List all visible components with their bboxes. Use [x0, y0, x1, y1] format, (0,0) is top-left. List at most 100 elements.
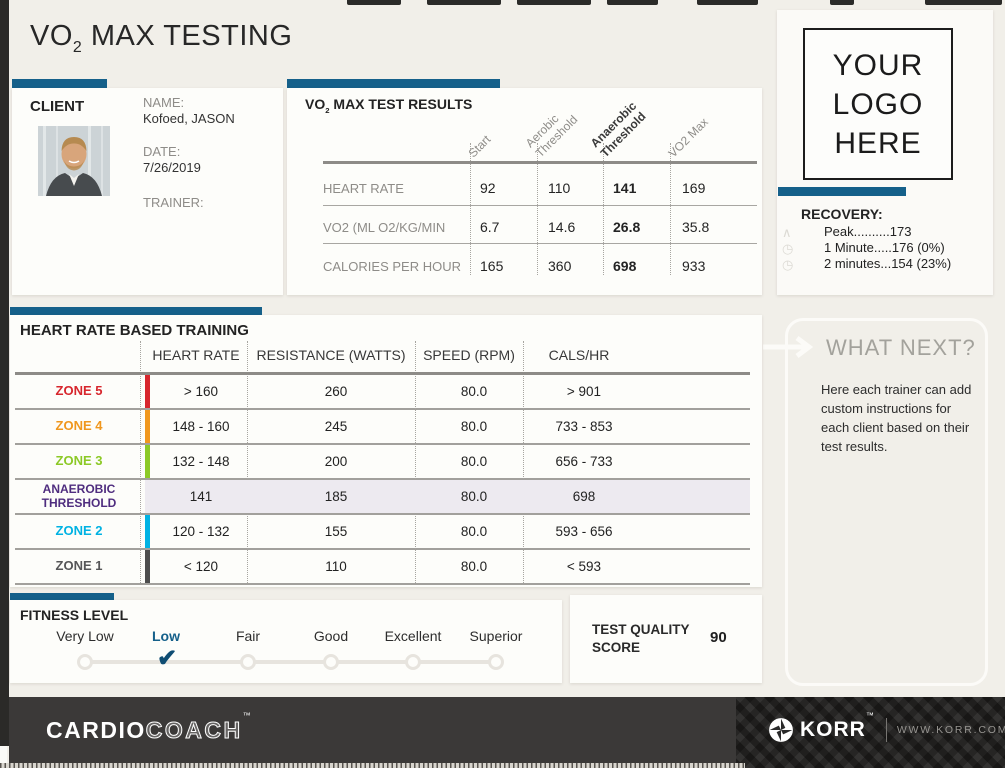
korr-wordmark: KORR [800, 718, 866, 741]
training-accent-bar [10, 307, 262, 316]
client-section-title: CLIENT [30, 98, 85, 115]
row-label-calories: CALORIES PER HOUR [323, 259, 461, 274]
cell: > 901 [566, 384, 602, 399]
level-low-selected: Low [152, 628, 180, 644]
recovery-2min: 2 minutes...154 (23%) [824, 256, 952, 271]
cell: 120 - 132 [172, 524, 230, 539]
logo-line: LOGO [832, 87, 924, 121]
table-row-zone4: ZONE 4 148 - 160 245 80.0 733 - 853 [15, 410, 750, 445]
cell: 80.0 [460, 524, 488, 539]
korr-pinwheel-icon [769, 718, 793, 742]
scale-node [405, 654, 421, 670]
level-good: Good [313, 628, 349, 644]
row-divider [323, 205, 757, 206]
zone-label: ZONE 4 [55, 418, 103, 434]
table-row-anaerobic-threshold: ANAEROBIC THRESHOLD 141 185 80.0 698 [15, 480, 750, 515]
trademark-symbol: ™ [865, 711, 874, 720]
results-section-title: VO2 MAX TEST RESULTS [305, 96, 473, 115]
client-card: CLIENT NAME: Kofoed, JASON DATE: 7/26/20… [12, 88, 283, 295]
cell: 185 [324, 489, 348, 504]
cell: 360 [548, 258, 572, 274]
brand-coach-outline: COACH [145, 716, 243, 743]
logo-line: YOUR [832, 48, 924, 82]
training-card: HEART RATE BASED TRAINING HEART RATE RES… [10, 315, 762, 587]
logo-recovery-card: YOUR LOGO HERE RECOVERY: ∧ ◷ ◷ Peak.....… [777, 10, 993, 295]
cell: < 593 [566, 559, 602, 574]
cutoff-text-fragment [607, 0, 658, 5]
recovery-peak: Peak..........173 [824, 224, 912, 239]
test-quality-card: TEST QUALITY SCORE 90 [570, 595, 762, 683]
column-header-start: Start [465, 132, 494, 161]
cell: 733 - 853 [555, 419, 613, 434]
recovery-clock-icon: ◷ [782, 257, 794, 272]
cutoff-text-fragment [925, 0, 1002, 5]
test-quality-value: 90 [710, 629, 727, 646]
cell: 80.0 [460, 489, 488, 504]
training-col-cals: CALS/HR [548, 347, 610, 363]
scale-node [77, 654, 93, 670]
cell: 92 [480, 180, 496, 196]
cell: 933 [682, 258, 706, 274]
client-accent-bar [12, 79, 107, 88]
check-icon: ✔ [156, 645, 178, 672]
cell: 80.0 [460, 559, 488, 574]
zone-label: ZONE 3 [55, 453, 103, 469]
table-row-zone2: ZONE 2 120 - 132 155 80.0 593 - 656 [15, 515, 750, 550]
header-rule [15, 372, 750, 375]
zone-color-bar [145, 410, 150, 443]
cell: 593 - 656 [555, 524, 613, 539]
cutoff-text-fragment [830, 0, 854, 5]
logo-placeholder: YOUR LOGO HERE [803, 28, 953, 180]
cutoff-text-fragment [427, 0, 501, 5]
level-fair: Fair [235, 628, 261, 644]
cell: 141 [613, 180, 637, 196]
peak-icon: ∧ [782, 225, 792, 240]
cell: 80.0 [460, 384, 488, 399]
bottom-edge-artifact [0, 763, 745, 768]
date-value: 7/26/2019 [143, 160, 201, 175]
training-col-heart-rate: HEART RATE [152, 347, 240, 363]
zone-label: ZONE 1 [55, 558, 103, 574]
recovery-1min: 1 Minute.....176 (0%) [824, 240, 945, 255]
scale-node [488, 654, 504, 670]
zone-color-bar [145, 515, 150, 548]
fitness-card: FITNESS LEVEL Very Low Low Fair Good Exc… [10, 600, 562, 683]
page-title: VO2 MAX TESTING [30, 20, 293, 56]
trademark-symbol: ™ [242, 711, 251, 720]
results-card: VO2 MAX TEST RESULTS Start Aerobic Thres… [287, 88, 762, 295]
cell: 698 [613, 258, 637, 274]
column-divider [523, 341, 524, 583]
training-col-resistance: RESISTANCE (WATTS) [256, 347, 406, 363]
column-divider [415, 341, 416, 583]
cell: 110 [548, 180, 571, 196]
client-photo [38, 126, 110, 196]
zone-color-bar [145, 550, 150, 583]
row-label-heart-rate: HEART RATE [323, 181, 404, 196]
cell: 155 [324, 524, 348, 539]
header-rule [323, 161, 757, 164]
column-divider [140, 341, 141, 583]
what-next-body: Here each trainer can add custom instruc… [821, 382, 972, 454]
cutoff-text-fragment [697, 0, 758, 5]
level-excellent: Excellent [384, 628, 442, 644]
level-superior: Superior [469, 628, 523, 644]
cell: 110 [325, 559, 347, 574]
scale-node [323, 654, 339, 670]
cell: 260 [324, 384, 348, 399]
zone-label: ANAEROBIC THRESHOLD [41, 481, 117, 510]
zone-color-bar [145, 445, 150, 478]
recovery-title: RECOVERY: [801, 206, 883, 222]
korr-logo-group: KORR ™ WWW.KORR.COM [768, 697, 1005, 763]
cell: > 160 [183, 384, 219, 399]
fitness-accent-bar [10, 593, 114, 601]
cell: 6.7 [480, 219, 500, 235]
fitness-scale-line [85, 660, 496, 664]
cell: < 120 [183, 559, 219, 574]
fitness-section-title: FITNESS LEVEL [20, 607, 129, 623]
date-label: DATE: [143, 144, 181, 159]
zone-label: ZONE 5 [55, 383, 103, 399]
row-label-vo2: VO2 (ML O2/KG/MIN [323, 220, 446, 235]
cell: 656 - 733 [555, 454, 613, 469]
what-next-panel: WHAT NEXT? Here each trainer can add cus… [785, 318, 988, 686]
